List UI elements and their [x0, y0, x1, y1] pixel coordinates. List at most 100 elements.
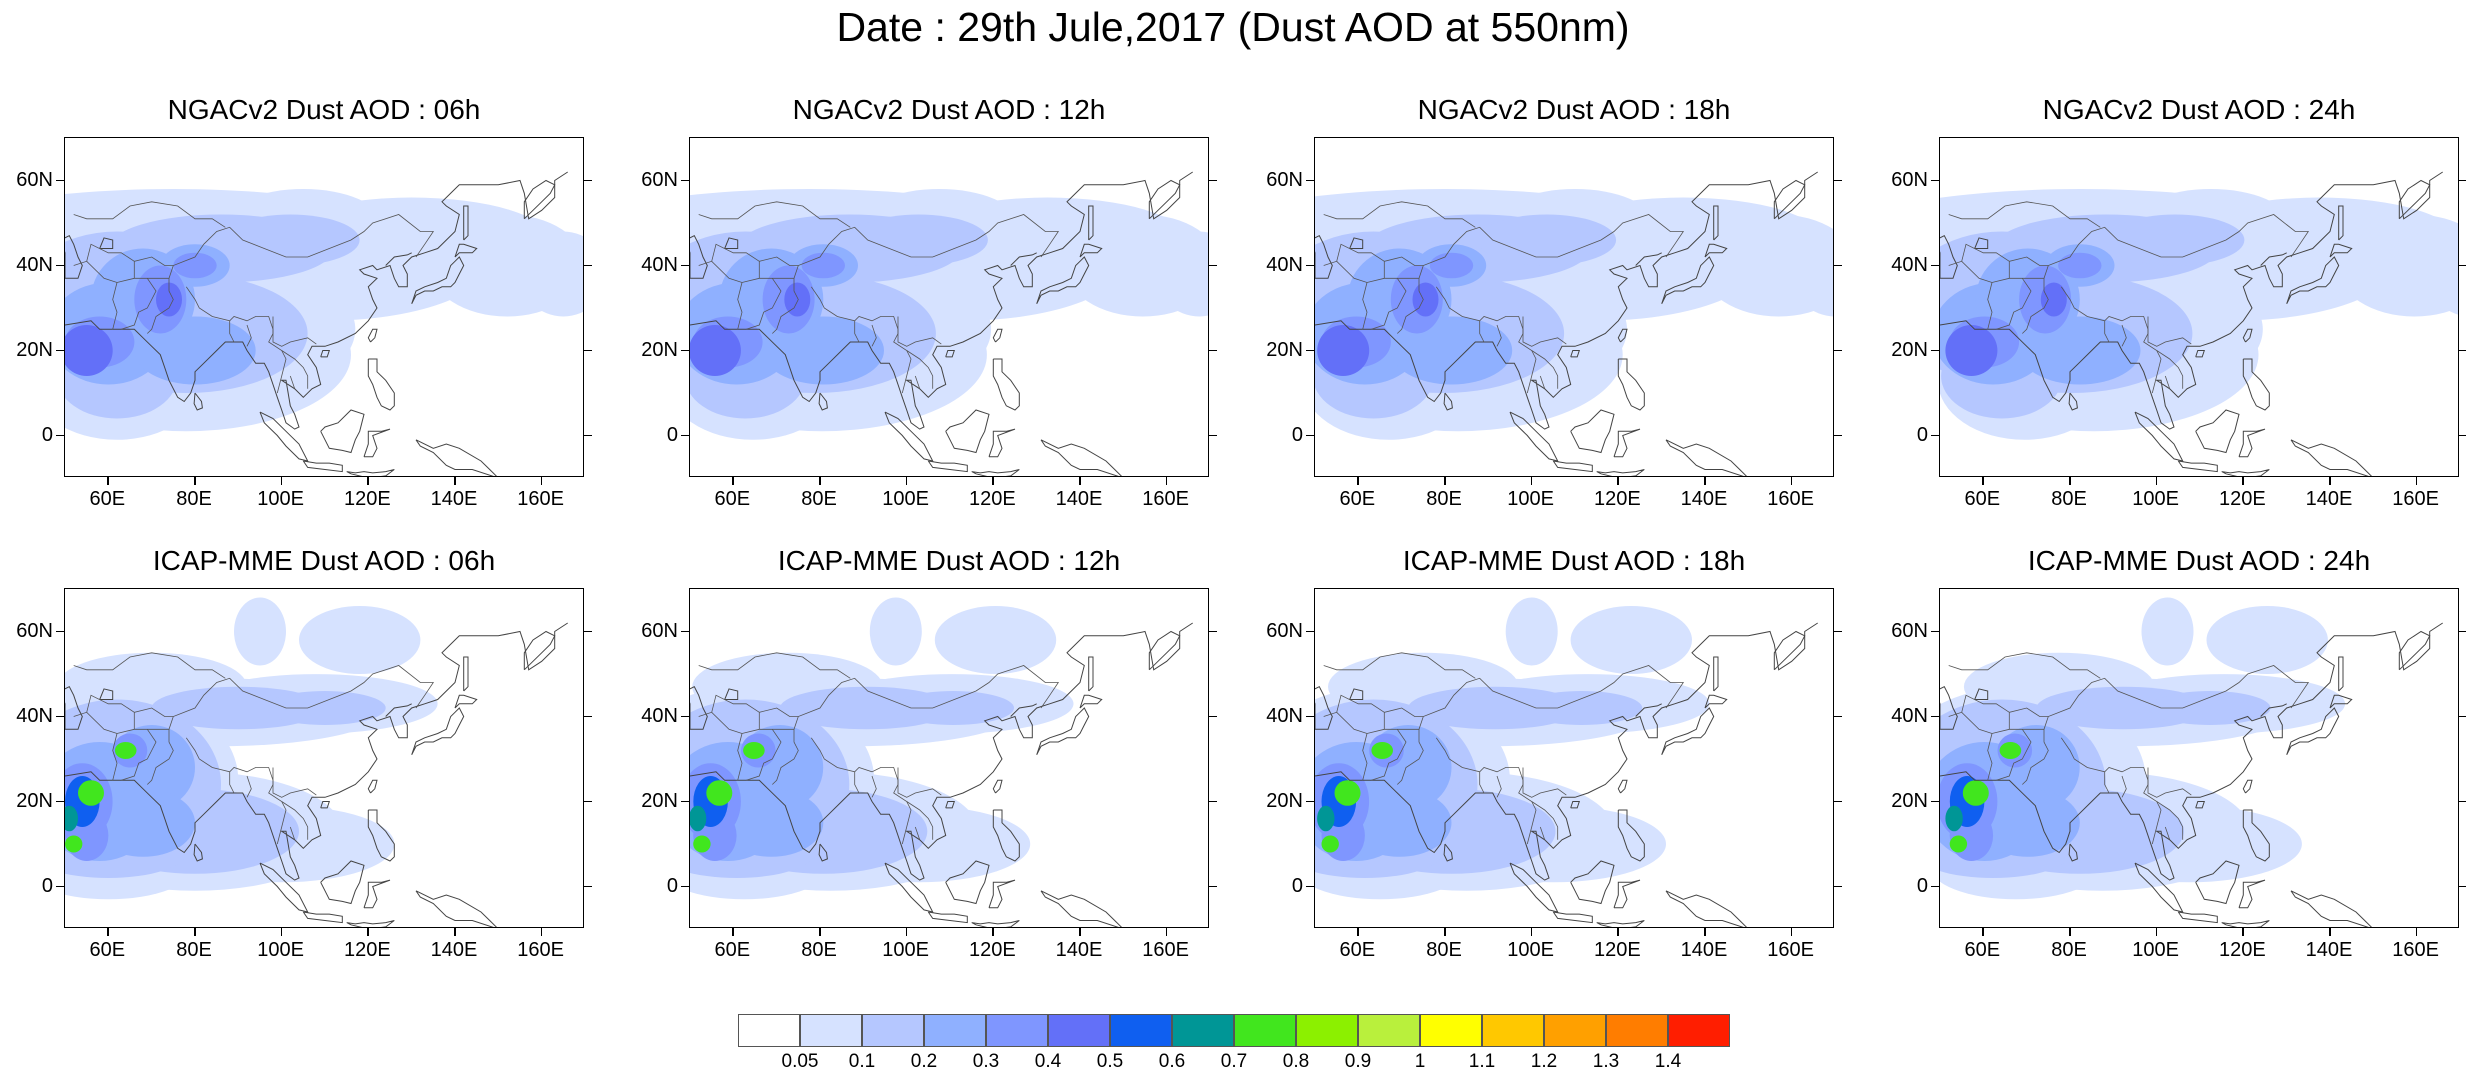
colorbar-swatch — [1048, 1014, 1110, 1047]
y-tick-right — [1834, 349, 1842, 351]
x-tick — [1079, 928, 1081, 936]
x-tick-label: 140E — [2305, 939, 2353, 961]
x-tick-label: 100E — [1507, 939, 1555, 961]
coastline — [65, 235, 83, 279]
aod-contour — [1317, 325, 1370, 376]
map-frame — [64, 588, 584, 928]
country-border — [229, 320, 235, 343]
aod-contour — [762, 316, 884, 385]
y-tick-right — [1209, 630, 1217, 632]
x-tick-label: 100E — [257, 939, 305, 961]
map-frame — [689, 137, 1209, 477]
x-tick — [194, 928, 196, 936]
colorbar-label: 1 — [1414, 1051, 1426, 1072]
coastline — [2338, 205, 2344, 241]
coastline — [927, 460, 968, 473]
country-border — [2156, 801, 2184, 840]
coastline — [884, 862, 934, 913]
y-tick-right — [1834, 885, 1842, 887]
colorbar-swatch — [924, 1014, 986, 1047]
coastline — [945, 801, 955, 809]
coastline — [1040, 439, 1122, 476]
aod-contour — [2206, 606, 2328, 674]
coastline — [1570, 801, 1580, 809]
coastline — [302, 911, 343, 924]
x-tick-label: 60E — [89, 939, 126, 961]
aod-contour — [719, 788, 824, 857]
aod-contour — [299, 606, 421, 674]
aod-contour — [2336, 214, 2458, 317]
coastline — [945, 409, 990, 454]
colorbar-label: 1.1 — [1468, 1051, 1496, 1072]
country-border — [1539, 826, 1546, 840]
coastline — [1617, 328, 1628, 343]
colorbar-swatch — [1110, 1014, 1172, 1047]
y-tick-label: 40N — [1266, 704, 1303, 727]
coastline — [259, 862, 309, 913]
x-tick — [1165, 477, 1168, 485]
x-tick — [540, 928, 543, 936]
aod-contour — [693, 835, 711, 853]
y-tick-label: 40N — [641, 253, 678, 276]
y-tick-label: 0 — [666, 423, 678, 446]
panel-title: ICAP-MME Dust AOD : 06h — [152, 545, 496, 576]
country-border — [1323, 201, 1476, 228]
y-tick — [56, 885, 64, 887]
y-tick-label: 60N — [641, 168, 678, 191]
y-tick-right — [2459, 885, 2466, 887]
coastline — [2195, 350, 2205, 358]
y-tick — [56, 179, 64, 181]
y-tick — [1306, 349, 1314, 351]
y-tick-label: 0 — [1291, 874, 1303, 897]
coastline — [2177, 911, 2218, 924]
country-border — [2022, 729, 2049, 785]
y-tick-label: 40N — [641, 704, 678, 727]
x-tick-label: 140E — [2305, 488, 2353, 510]
country-border — [906, 350, 934, 389]
coastline — [992, 328, 1003, 343]
colorbar-swatch — [800, 1014, 862, 1047]
coastline — [363, 879, 391, 909]
x-tick — [1982, 477, 1984, 485]
y-tick-label: 40N — [16, 704, 53, 727]
y-tick — [56, 715, 64, 717]
aod-contour — [892, 691, 1014, 725]
coastline — [523, 179, 556, 220]
colorbar-swatch — [1296, 1014, 1358, 1047]
country-border — [1479, 320, 1485, 343]
coastline — [2290, 890, 2372, 927]
x-tick — [992, 928, 994, 936]
country-border — [147, 278, 174, 334]
y-tick-right — [584, 885, 592, 887]
x-tick-label: 140E — [430, 488, 478, 510]
y-tick — [1306, 630, 1314, 632]
country-border — [854, 771, 860, 794]
dust-aod-map — [1315, 171, 1833, 476]
dust-aod-map — [65, 171, 583, 476]
country-border — [1531, 801, 1559, 840]
coastline — [2134, 411, 2184, 462]
y-tick — [681, 800, 689, 802]
coastline — [193, 392, 203, 411]
x-tick-label: 80E — [801, 488, 837, 510]
country-border — [1397, 729, 1424, 785]
aod-contour — [234, 597, 286, 666]
y-tick-label: 40N — [1266, 253, 1303, 276]
x-tick — [1530, 928, 1533, 936]
colorbar-label: 0.6 — [1158, 1051, 1186, 1072]
country-border — [112, 733, 118, 781]
coastline — [1088, 205, 1094, 241]
coastline — [1596, 920, 1645, 927]
aod-contour — [934, 606, 1057, 674]
y-tick — [681, 885, 689, 887]
aod-contour — [2105, 214, 2245, 266]
coastline — [454, 243, 478, 258]
y-tick — [681, 264, 689, 266]
coastline — [1773, 630, 1806, 671]
y-tick-right — [1209, 715, 1217, 717]
country-border — [1987, 733, 1993, 781]
y-tick-label: 20N — [1891, 338, 1928, 361]
aod-contour — [849, 214, 988, 266]
colorbar-swatch — [1482, 1014, 1544, 1047]
coastline — [1940, 171, 2443, 430]
